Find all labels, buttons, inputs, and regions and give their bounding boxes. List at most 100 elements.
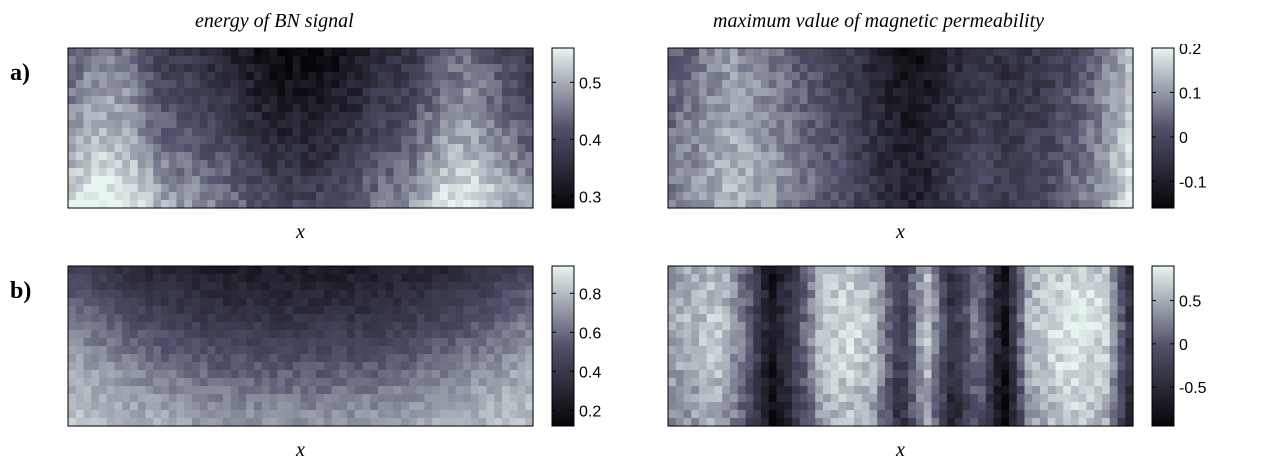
heatmap-cell — [323, 176, 333, 185]
heatmap-cell — [83, 192, 92, 201]
heatmap-cell — [784, 136, 793, 145]
heatmap-cell — [1117, 48, 1126, 57]
heatmap-cell — [815, 120, 824, 129]
heatmap-cell — [161, 136, 170, 145]
heatmap-cell — [424, 104, 433, 113]
heatmap-cell — [1125, 346, 1134, 355]
heatmap-cell — [378, 282, 387, 291]
heatmap-cell — [463, 64, 472, 73]
heatmap-cell — [962, 128, 971, 137]
heatmap-cell — [509, 120, 519, 129]
heatmap-cell — [1009, 362, 1018, 371]
heatmap-cell — [432, 136, 441, 145]
heatmap-cell — [792, 314, 801, 323]
heatmap-cell — [768, 88, 778, 97]
heatmap-cell — [215, 184, 224, 193]
heatmap-cell — [923, 136, 933, 145]
heatmap-cell — [993, 410, 1002, 419]
heatmap-cell — [199, 418, 209, 427]
heatmap-cell — [440, 354, 449, 363]
heatmap-cell — [215, 330, 224, 339]
heatmap-cell — [261, 386, 271, 395]
heatmap-cell — [931, 80, 940, 89]
heatmap-cell — [753, 322, 762, 331]
heatmap-cell — [432, 56, 441, 65]
heatmap-cell — [401, 282, 410, 291]
heatmap-cell — [985, 306, 995, 315]
heatmap-cell — [246, 290, 255, 299]
heatmap-cell — [184, 386, 193, 395]
heatmap-cell — [784, 152, 793, 161]
heatmap-cell — [900, 120, 909, 129]
heatmap-cell — [168, 176, 178, 185]
heatmap-cell — [1024, 128, 1033, 137]
heatmap-cell — [168, 346, 178, 355]
heatmap-cell — [923, 64, 933, 73]
heatmap-cell — [908, 386, 917, 395]
heatmap-cell — [675, 200, 685, 209]
heatmap-cell — [207, 394, 216, 403]
heatmap-cell — [494, 290, 503, 299]
heatmap-cell — [1016, 346, 1026, 355]
heatmap-cell — [1063, 410, 1072, 419]
heatmap-cell — [354, 370, 364, 379]
heatmap-cell — [478, 330, 488, 339]
heatmap-cell — [184, 378, 193, 387]
heatmap-cell — [730, 330, 739, 339]
heatmap-cell — [823, 314, 832, 323]
heatmap-cell — [1024, 282, 1033, 291]
heatmap-cell — [1125, 410, 1134, 419]
heatmap-cell — [184, 96, 193, 105]
heatmap-cell — [254, 418, 263, 427]
heatmap-cell — [947, 56, 956, 65]
heatmap-cell — [494, 362, 503, 371]
heatmap-cell — [176, 160, 185, 169]
heatmap-cell — [1032, 418, 1041, 427]
heatmap-cell — [525, 370, 534, 379]
heatmap-cell — [502, 354, 511, 363]
heatmap-cell — [1094, 306, 1103, 315]
heatmap-cell — [1009, 72, 1018, 81]
heatmap-cell — [761, 152, 770, 161]
heatmap-cell — [1024, 298, 1033, 307]
heatmap-cell — [1009, 266, 1018, 275]
heatmap-cell — [199, 176, 209, 185]
heatmap-cell — [339, 290, 348, 299]
heatmap-cell — [401, 80, 410, 89]
heatmap-cell — [916, 266, 925, 275]
heatmap-cell — [722, 120, 731, 129]
heatmap-cell — [745, 56, 754, 65]
heatmap-cell — [223, 322, 232, 331]
heatmap-cell — [668, 282, 677, 291]
heatmap-cell — [99, 96, 108, 105]
heatmap-cell — [378, 56, 387, 65]
heatmap-cell — [246, 152, 255, 161]
colorbar-tick-label: 0.2 — [1179, 44, 1201, 58]
heatmap-cell — [1055, 128, 1064, 137]
heatmap-cell — [1009, 168, 1018, 177]
heatmap-cell — [1001, 306, 1010, 315]
heatmap-cell — [675, 402, 685, 411]
heatmap-cell — [114, 386, 123, 395]
heatmap-cell — [954, 104, 964, 113]
heatmap-cell — [675, 298, 685, 307]
heatmap-cell — [176, 322, 185, 331]
heatmap-cell — [947, 96, 956, 105]
heatmap-cell — [1016, 152, 1026, 161]
heatmap-cell — [954, 136, 964, 145]
heatmap-cell — [378, 314, 387, 323]
heatmap-cell — [339, 168, 348, 177]
heatmap-cell — [424, 362, 433, 371]
heatmap-cell — [525, 80, 534, 89]
heatmap-cell — [161, 418, 170, 427]
heatmap-cell — [238, 362, 247, 371]
heatmap-cell — [409, 354, 418, 363]
heatmap-cell — [1071, 136, 1080, 145]
heatmap-cell — [861, 48, 871, 57]
heatmap-cell — [416, 282, 426, 291]
heatmap-cell — [1086, 80, 1095, 89]
heatmap-cell — [846, 418, 855, 427]
heatmap-cell — [91, 152, 100, 161]
heatmap-cell — [99, 362, 108, 371]
heatmap-cell — [486, 266, 495, 275]
